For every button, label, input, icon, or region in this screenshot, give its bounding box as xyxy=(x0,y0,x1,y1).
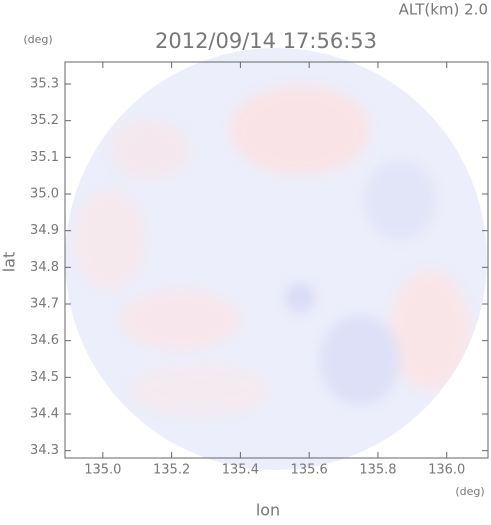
x-axis-label: lon xyxy=(256,501,280,520)
y-tick-label: 35.2 xyxy=(30,113,59,128)
y-tick-label: 35.3 xyxy=(30,77,59,92)
x-tick-label: 136.0 xyxy=(428,463,465,478)
x-tick-label: 135.0 xyxy=(84,463,121,478)
y-tick-label: 34.7 xyxy=(30,297,59,312)
chart-title: 2012/09/14 17:56:53 xyxy=(155,29,377,53)
y-unit: (deg) xyxy=(23,33,52,46)
y-axis-label: lat xyxy=(0,252,19,273)
y-tick-label: 34.9 xyxy=(30,223,59,238)
x-unit: (deg) xyxy=(455,485,484,498)
y-tick-label: 35.1 xyxy=(30,150,59,165)
radar-field xyxy=(65,48,487,470)
y-tick-label: 35.0 xyxy=(30,187,59,202)
y-tick-label: 34.5 xyxy=(30,370,59,385)
y-tick-label: 34.3 xyxy=(30,443,59,458)
x-tick-label: 135.2 xyxy=(153,463,190,478)
y-tick-label: 34.8 xyxy=(30,260,59,275)
x-tick-label: 135.4 xyxy=(222,463,259,478)
y-tick-label: 34.6 xyxy=(30,333,59,348)
annotation: ALT(km) 2.0 xyxy=(399,1,488,19)
x-tick-label: 135.8 xyxy=(359,463,396,478)
plot-frame xyxy=(64,61,489,459)
x-tick-label: 135.6 xyxy=(291,463,328,478)
y-tick-label: 34.4 xyxy=(30,407,59,422)
